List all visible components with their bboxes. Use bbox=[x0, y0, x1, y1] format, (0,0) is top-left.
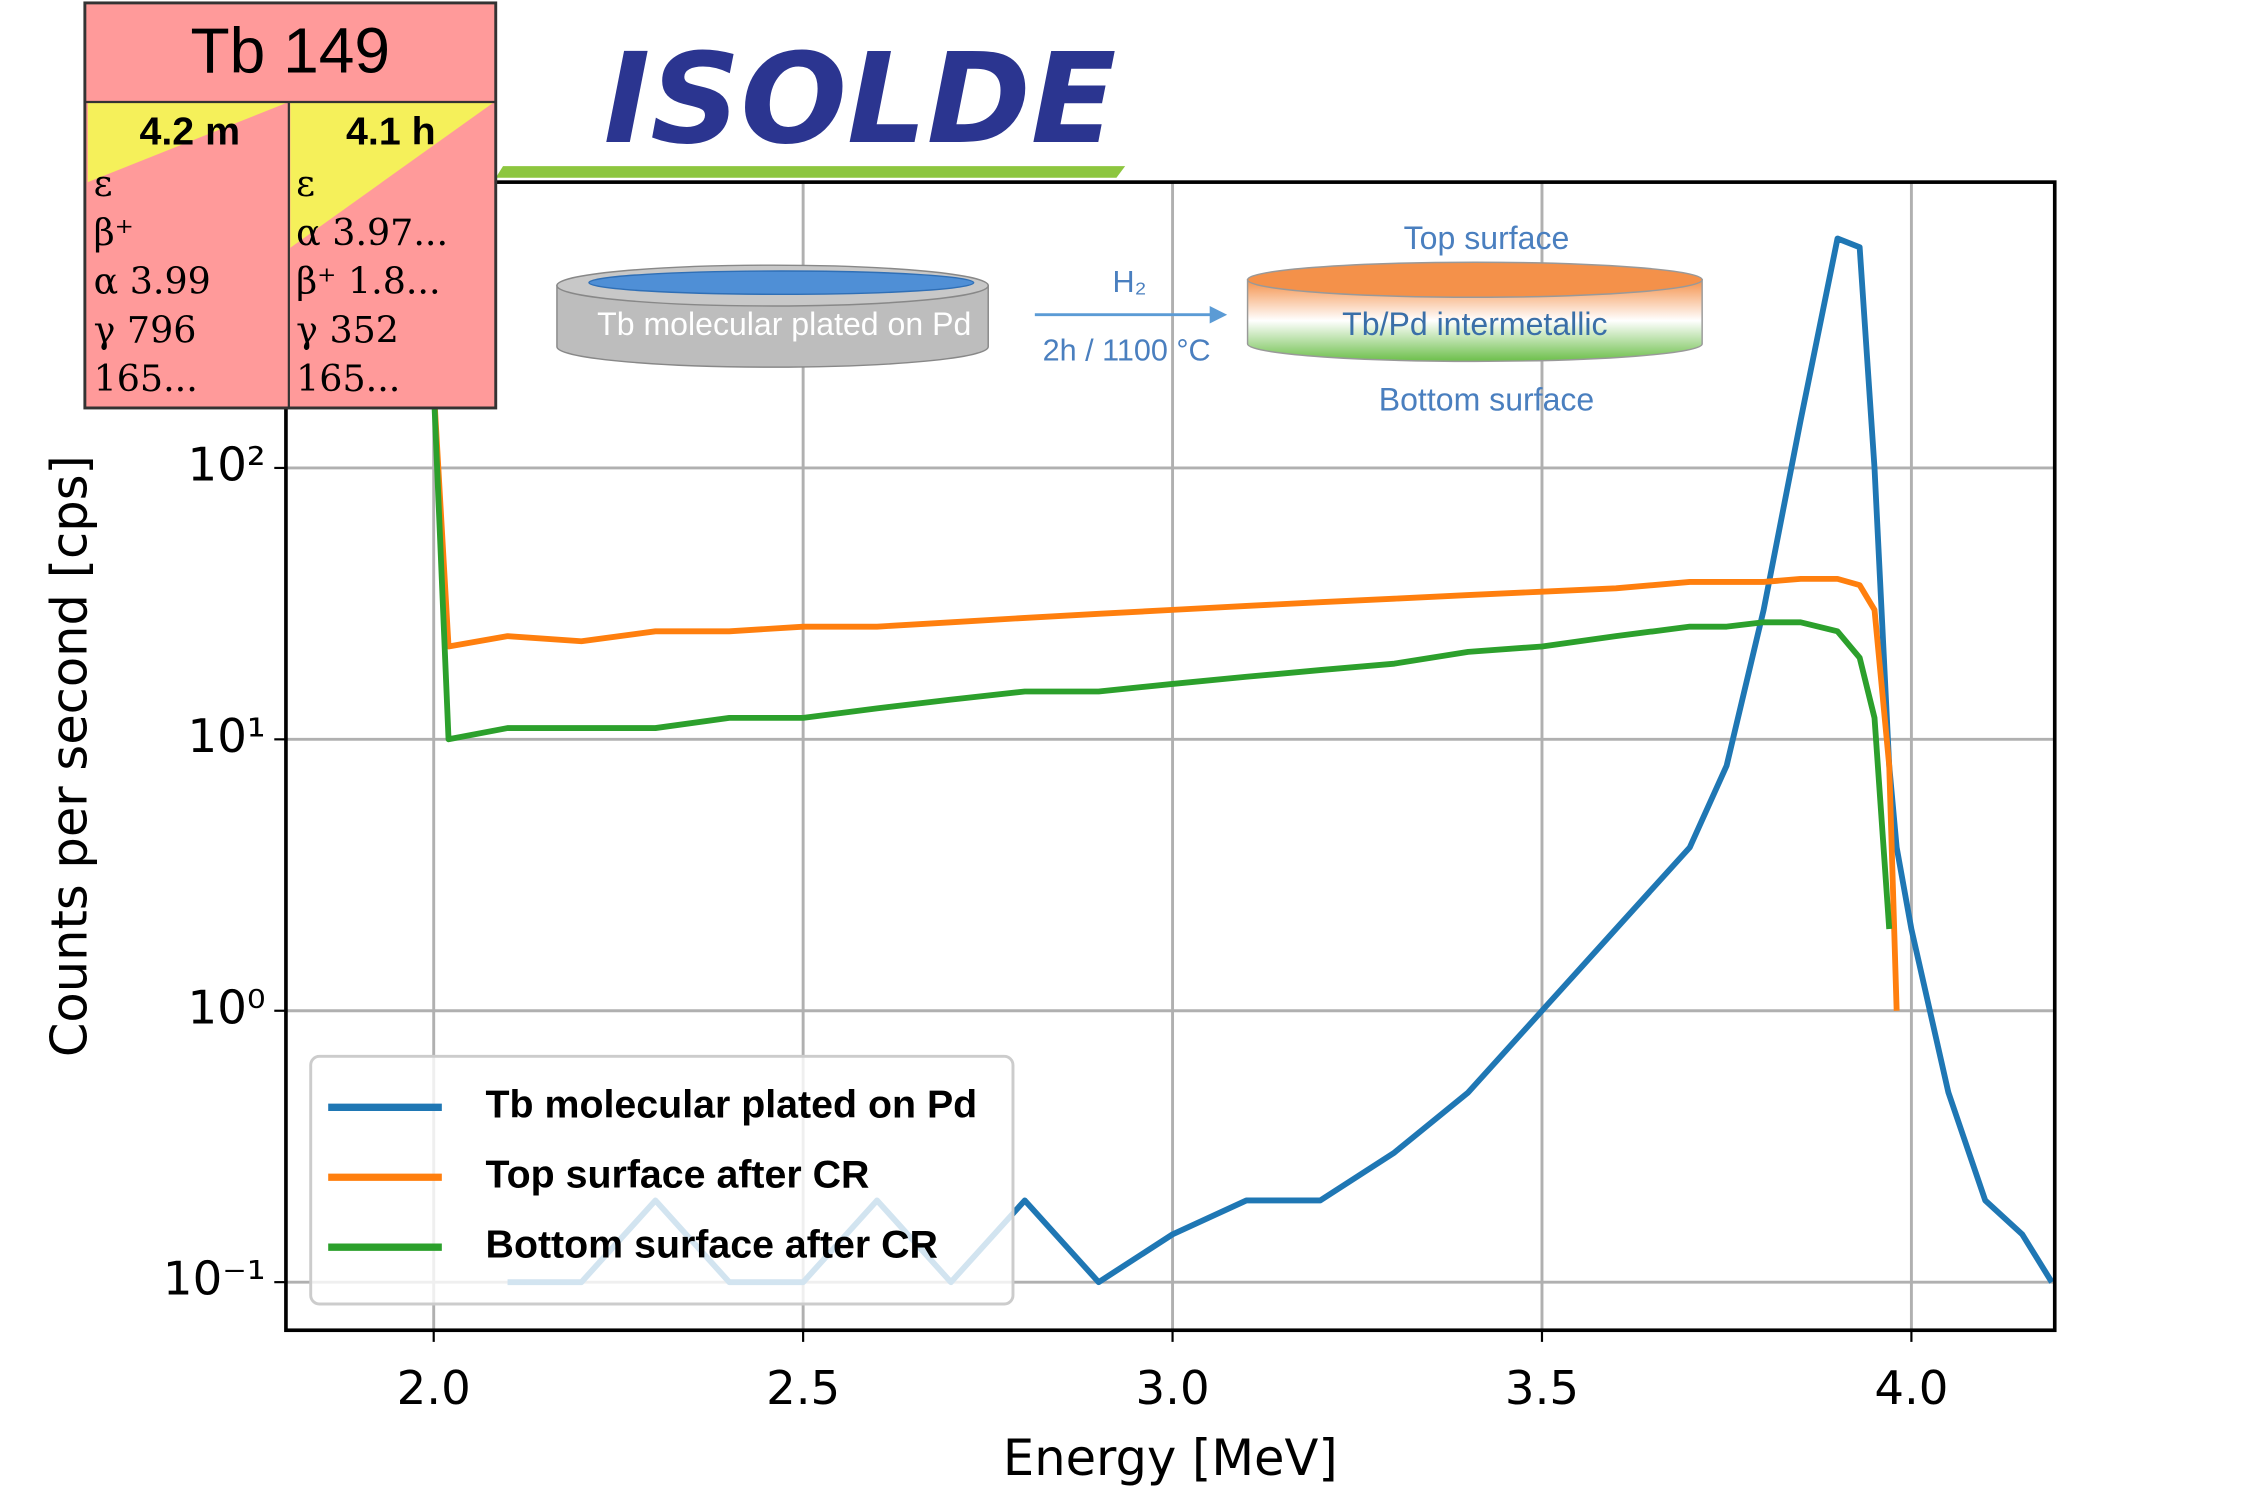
inset-text: H₂ bbox=[1113, 265, 1147, 299]
inset-text: Tb/Pd intermetallic bbox=[1342, 306, 1607, 342]
card-lines: ε β⁺ α 3.99 γ 796 165... ε α 3.97... β⁺ 1.8... γ… bbox=[94, 162, 448, 400]
inset-text: 2h / 1100 °C bbox=[1043, 334, 1211, 368]
decay-line: 165... bbox=[296, 357, 400, 400]
legend-label: Bottom surface after CR bbox=[486, 1223, 938, 1267]
card-title: Tb 149 bbox=[191, 14, 391, 86]
plot-area: 2.0 2.5 3.0 3.5 4.0 10⁻¹ 10⁰ 10¹ 10² Tb molecular… bbox=[163, 180, 2057, 1415]
logo: ISOLDE bbox=[495, 26, 1126, 178]
decay-line: 165... bbox=[94, 357, 198, 400]
y-tick-label: 10¹ bbox=[188, 709, 266, 763]
x-tick-label: 2.0 bbox=[397, 1361, 471, 1415]
decay-line: ε bbox=[94, 162, 113, 205]
series-line bbox=[430, 386, 1900, 1011]
half-life: 4.2 m bbox=[139, 109, 240, 153]
x-tick-label: 2.5 bbox=[766, 1361, 840, 1415]
decay-line: γ 796 bbox=[94, 308, 197, 351]
inset-text: Tb molecular plated on Pd bbox=[597, 306, 971, 342]
decay-line: γ 352 bbox=[296, 308, 399, 351]
inset-text: Top surface bbox=[1404, 220, 1570, 256]
arrow-head bbox=[1209, 305, 1228, 324]
decay-line: ε bbox=[296, 162, 315, 205]
decay-line: α 3.99 bbox=[94, 260, 211, 303]
decay-line: α 3.97... bbox=[296, 211, 448, 254]
x-tick-label: 3.0 bbox=[1135, 1361, 1209, 1415]
disc-layer bbox=[588, 270, 975, 296]
nuclide-card: Tb 149 4.2 m 4.1 h εβ⁺α 3.99γ 796165...ε… bbox=[83, 1, 498, 410]
disc-top bbox=[1246, 261, 1703, 298]
series-line bbox=[430, 386, 1893, 930]
half-life: 4.1 h bbox=[346, 109, 436, 153]
legend-label: Top surface after CR bbox=[486, 1153, 870, 1197]
x-tick-label: 3.5 bbox=[1505, 1361, 1579, 1415]
disc bbox=[1246, 279, 1703, 363]
disc bbox=[556, 284, 989, 368]
inset-text: Bottom surface bbox=[1379, 382, 1595, 418]
decay-line: β⁺ 1.8... bbox=[296, 260, 440, 303]
logo-text: ISOLDE bbox=[604, 26, 1117, 172]
legend-label: Tb molecular plated on Pd bbox=[486, 1083, 978, 1127]
y-tick-label: 10⁰ bbox=[188, 980, 266, 1034]
inset: Tb molecular plated on Pd H₂ 2h / 1100 °… bbox=[556, 220, 1703, 418]
y-tick-label: 10⁻¹ bbox=[163, 1252, 266, 1306]
y-axis-label: Counts per second [cps] bbox=[41, 455, 99, 1057]
x-tick-label: 4.0 bbox=[1874, 1361, 1948, 1415]
plot-frame bbox=[284, 180, 2057, 1333]
legend-box bbox=[309, 1054, 1015, 1306]
logo-bar bbox=[495, 166, 1126, 178]
y-tick-label: 10² bbox=[188, 437, 266, 491]
decay-line: β⁺ bbox=[94, 211, 134, 254]
x-axis-label: Energy [MeV] bbox=[1003, 1429, 1338, 1487]
